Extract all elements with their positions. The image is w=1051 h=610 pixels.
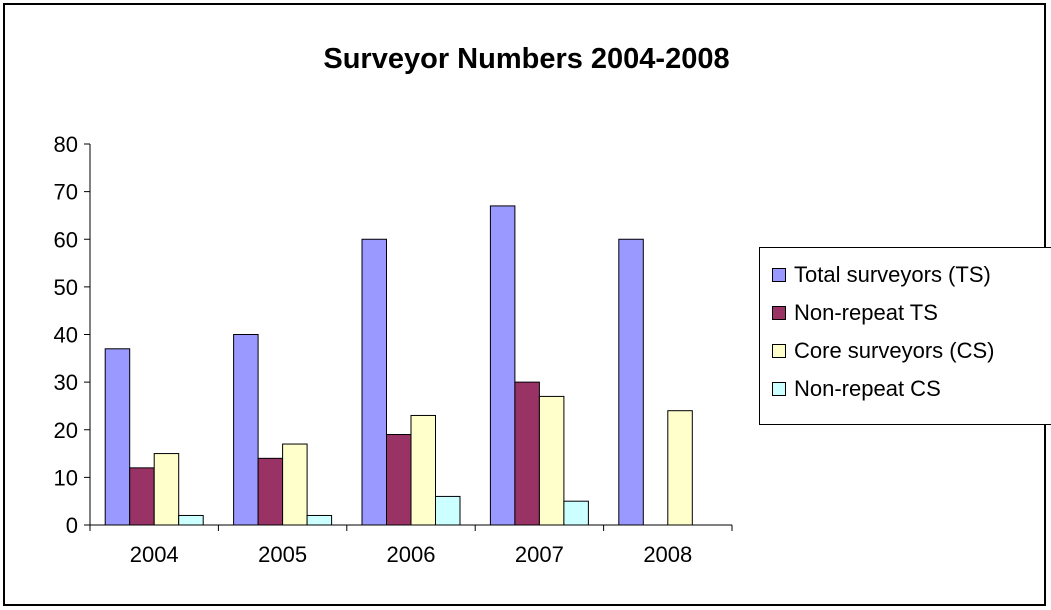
x-tick-label: 2007 [515,542,564,567]
legend-label: Total surveyors (TS) [794,262,991,287]
bar [386,434,412,526]
chart-title: Surveyor Numbers 2004-2008 [323,43,730,75]
bar [563,500,589,526]
y-tick-label: 30 [54,370,78,395]
y-tick-label: 10 [54,465,78,490]
y-tick-label: 50 [54,275,78,300]
bar [435,495,461,526]
plot-area: 0 10 20 30 40 50 60 70 80 2004 2005 2006 2007 2008 [54,132,733,567]
bar [667,410,693,526]
legend-item: Core surveyors (CS) [772,336,994,366]
bar [361,238,387,526]
legend-swatch [772,268,786,282]
legend-item: Non-repeat CS [772,374,941,404]
y-tick-label: 70 [54,180,78,205]
bar [410,414,436,526]
y-tick-label: 80 [54,132,78,157]
legend-swatch [772,306,786,320]
legend-label: Core surveyors (CS) [794,338,995,363]
bar [153,453,180,526]
x-tick-label: 2005 [258,542,307,567]
legend-label: Non-repeat CS [794,376,941,401]
chart-area: Surveyor Numbers 2004-2008 0 10 20 30 40 50 60… [3,3,1051,606]
legend-item: Non-repeat TS [772,298,938,328]
bar [306,514,333,526]
bar [129,467,155,526]
x-tick-label: 2004 [130,542,179,567]
bar [104,348,131,526]
y-tick-label: 40 [54,323,78,348]
bar [233,334,259,526]
legend: Total surveyors (TS) Non-repeat TS Core su… [759,247,1051,425]
bar [489,205,516,526]
x-tick-label: 2006 [387,542,436,567]
bar [514,381,540,526]
bar [618,238,644,526]
legend-swatch [772,344,786,358]
legend-label: Non-repeat TS [794,300,938,325]
y-tick-label: 20 [54,418,78,443]
y-tick-label: 0 [66,513,78,538]
y-tick-label: 60 [54,227,78,252]
bar [538,395,565,526]
legend-item: Total surveyors (TS) [772,260,991,290]
x-tick-label: 2008 [643,542,692,567]
bar [257,457,284,526]
bar [178,514,204,526]
legend-swatch [772,382,786,396]
bar [282,443,308,526]
